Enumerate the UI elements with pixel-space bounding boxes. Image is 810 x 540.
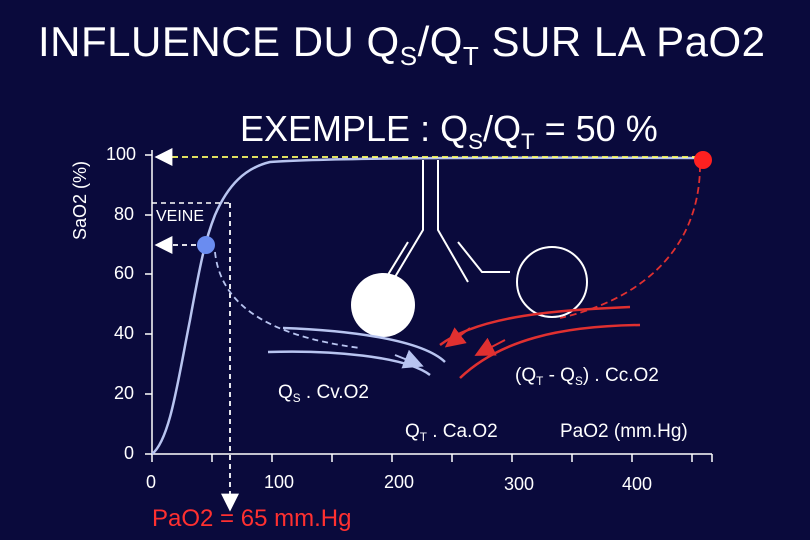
y-tick-label: 0 bbox=[124, 443, 135, 463]
arterial-short-arrow bbox=[444, 327, 471, 348]
example-caption: EXEMPLE : QS/QT = 50 % bbox=[240, 108, 658, 154]
x-tick-label: 300 bbox=[504, 474, 535, 494]
y-tick-label: 80 bbox=[114, 204, 135, 224]
lung-schematic bbox=[385, 160, 588, 318]
venous-dashed-path bbox=[214, 251, 361, 349]
y-tick-label: 40 bbox=[114, 323, 135, 343]
x-tick-marks bbox=[151, 454, 713, 462]
x-tick-label: 0 bbox=[146, 472, 157, 492]
venous-line-bottom bbox=[267, 350, 431, 377]
qt-cao2-label: QT . Ca.O2 bbox=[405, 421, 498, 445]
arterial-dashed-path bbox=[559, 164, 701, 319]
y-tick-label: 100 bbox=[106, 144, 137, 164]
qs-cvo2-label: QS . Cv.O2 bbox=[278, 382, 369, 406]
venous-flow-arrow bbox=[394, 349, 424, 369]
x-tick-label: 200 bbox=[384, 472, 415, 492]
venous-point bbox=[197, 236, 215, 254]
venous-line-top bbox=[282, 326, 446, 363]
veine-label: VEINE bbox=[156, 208, 205, 225]
qt-qs-cco2-label: (QT - QS) . Cc.O2 bbox=[515, 365, 659, 389]
x-tick-label: 400 bbox=[622, 474, 653, 494]
y-tick-label: 20 bbox=[114, 383, 135, 403]
dissociation-curve bbox=[151, 156, 701, 455]
page-title: INFLUENCE DU QS/QT SUR LA PaO2 bbox=[38, 18, 766, 72]
x-axis-label: PaO2 (mm.Hg) bbox=[560, 421, 688, 442]
pao2-result-label: PaO2 = 65 mm.Hg bbox=[152, 505, 352, 532]
arterial-line-bottom bbox=[459, 323, 641, 379]
x-tick-label: 100 bbox=[264, 472, 295, 492]
arterial-flow-arrow bbox=[474, 337, 506, 356]
y-tick-label: 60 bbox=[114, 263, 135, 283]
y-tick-marks bbox=[145, 154, 152, 455]
capillary-point bbox=[694, 151, 712, 169]
shunt-alveolus bbox=[351, 273, 415, 337]
